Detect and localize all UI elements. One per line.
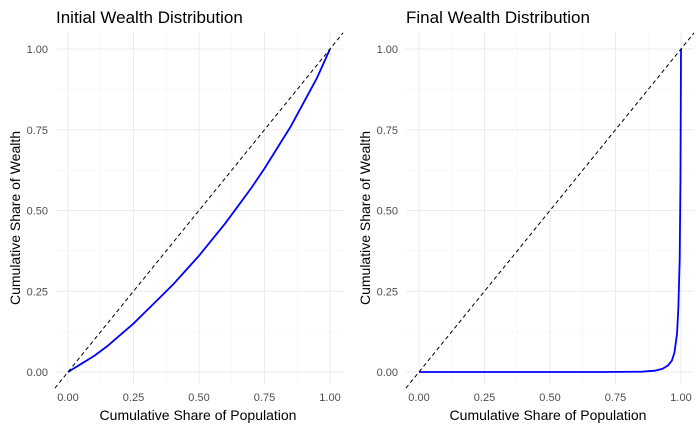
equality-reference-line [54,32,344,389]
x-tick-label: 1.00 [319,392,340,404]
x-tick-label: 0.25 [474,392,495,404]
panel-final: Final Wealth Distribution 0.00 0.25 0.50 0.… [357,8,695,423]
x-tick-label: 0.50 [539,392,560,404]
chart-title: Final Wealth Distribution [406,8,590,27]
x-axis-title: Cumulative Share of Population [450,407,647,423]
y-axis-title: Cumulative Share of Wealth [357,131,373,305]
x-tick-label: 0.25 [123,392,144,404]
plot-area: 0.00 0.25 0.50 0.75 1.00 0.00 0.25 0.50 0.75 1.00 [27,32,344,404]
x-tick-label: 0.75 [254,392,275,404]
plot-area: 0.00 0.25 0.50 0.75 1.00 0.00 0.25 0.50 0.75 1.00 [377,32,695,404]
x-tick-label: 0.00 [408,392,429,404]
equality-reference-line [405,32,695,389]
panel-initial: Initial Wealth Distribution 0.00 0.25 0.50… [7,8,344,423]
y-axis-title: Cumulative Share of Wealth [7,131,23,305]
y-tick-label: 0.00 [377,367,398,379]
lorenz-curve [67,48,331,373]
y-tick-label: 1.00 [377,44,398,56]
y-tick-label: 0.25 [27,286,48,298]
x-tick-label: 0.50 [188,392,209,404]
y-tick-label: 0.50 [27,206,48,218]
y-tick-label: 0.00 [27,367,48,379]
x-tick-label: 0.75 [605,392,626,404]
chart-title: Initial Wealth Distribution [56,8,243,27]
y-tick-label: 1.00 [27,44,48,56]
lorenz-curve [419,48,682,373]
y-tick-label: 0.50 [377,206,398,218]
x-tick-label: 1.00 [670,392,691,404]
y-tick-label: 0.25 [377,286,398,298]
y-tick-label: 0.75 [377,125,398,137]
x-tick-label: 0.00 [57,392,78,404]
x-axis-title: Cumulative Share of Population [100,407,297,423]
y-tick-label: 0.75 [27,125,48,137]
